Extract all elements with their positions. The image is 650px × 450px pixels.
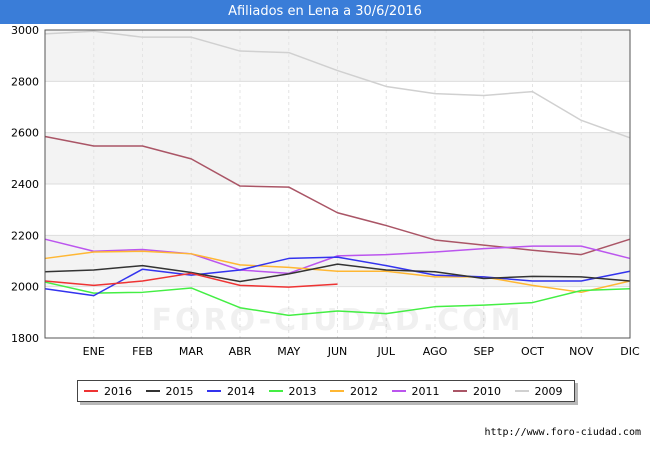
series-line-2015 bbox=[44, 263, 631, 283]
legend-swatch bbox=[330, 390, 344, 392]
series-line-2011 bbox=[44, 238, 631, 275]
legend: 2016 2015 2014 2013 2012 2011 2010 2009 bbox=[77, 380, 575, 402]
y-tick-label: 1800 bbox=[11, 332, 39, 345]
legend-item-2014: 2014 bbox=[207, 381, 255, 401]
legend-item-2015: 2015 bbox=[145, 381, 194, 401]
x-tick-label: DIC bbox=[620, 345, 640, 358]
x-tick-label: MAR bbox=[179, 345, 204, 358]
source-url: http://www.foro-ciudad.com bbox=[484, 427, 641, 438]
legend-swatch bbox=[268, 390, 283, 392]
y-tick-label: 2800 bbox=[11, 75, 39, 88]
legend-item-2010: 2010 bbox=[453, 381, 501, 401]
legend-label: 2015 bbox=[165, 384, 194, 398]
watermark: FORO-CIUDAD.COM bbox=[152, 303, 524, 338]
x-tick-label: ABR bbox=[229, 345, 252, 358]
legend-swatch bbox=[514, 390, 529, 392]
legend-label: 2009 bbox=[534, 384, 563, 398]
x-tick-label: FEB bbox=[132, 345, 153, 358]
x-tick-label: SEP bbox=[473, 345, 494, 358]
legend-label: 2014 bbox=[227, 384, 255, 398]
y-tick-label: 2400 bbox=[11, 178, 39, 191]
series-line-2016 bbox=[44, 272, 338, 288]
title-bar bbox=[0, 0, 650, 24]
x-tick-label: JUN bbox=[327, 345, 348, 358]
legend-label: 2013 bbox=[288, 384, 317, 398]
legend-swatch bbox=[453, 390, 467, 392]
y-tick-label: 3000 bbox=[11, 24, 39, 37]
series-line-2010 bbox=[44, 135, 631, 256]
x-tick-label: JUL bbox=[377, 345, 396, 358]
legend-swatch bbox=[391, 390, 406, 392]
x-tick-label: OCT bbox=[521, 345, 544, 358]
legend-label: 2011 bbox=[411, 384, 440, 398]
legend-label: 2010 bbox=[473, 384, 501, 398]
x-tick-label: ENE bbox=[83, 345, 105, 358]
legend-item-2009: 2009 bbox=[514, 381, 563, 401]
series-line-2013 bbox=[44, 281, 631, 317]
series-line-2009 bbox=[44, 30, 631, 139]
legend-item-2016: 2016 bbox=[84, 381, 132, 401]
legend-label: 2012 bbox=[350, 384, 378, 398]
legend-label: 2016 bbox=[104, 384, 132, 398]
x-tick-label: NOV bbox=[569, 345, 594, 358]
chart-title: Afiliados en Lena a 30/6/2016 bbox=[228, 4, 422, 19]
y-tick-label: 2000 bbox=[11, 281, 39, 294]
legend-swatch bbox=[145, 390, 160, 392]
legend-swatch bbox=[207, 390, 221, 392]
legend-swatch bbox=[84, 390, 98, 392]
series-line-2014 bbox=[44, 256, 631, 297]
x-tick-label: AGO bbox=[423, 345, 448, 358]
y-tick-label: 2200 bbox=[11, 229, 39, 242]
y-tick-label: 2600 bbox=[11, 127, 39, 140]
legend-item-2011: 2011 bbox=[391, 381, 440, 401]
series-line-2012 bbox=[44, 250, 631, 294]
legend-item-2012: 2012 bbox=[330, 381, 378, 401]
legend-item-2013: 2013 bbox=[268, 381, 317, 401]
plot-frame bbox=[44, 29, 631, 339]
x-tick-label: MAY bbox=[277, 345, 300, 358]
